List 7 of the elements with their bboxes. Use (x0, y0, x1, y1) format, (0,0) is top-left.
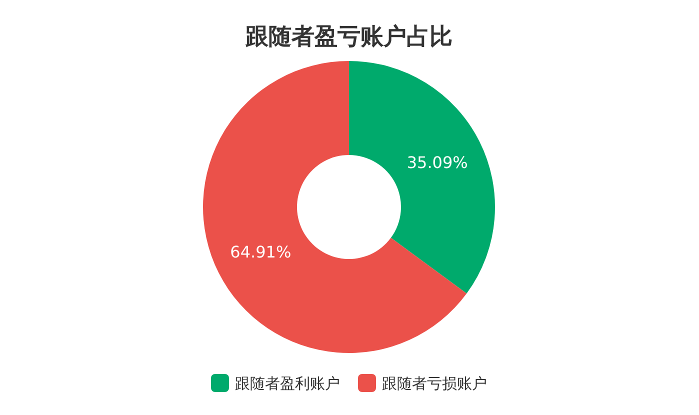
data-label: 64.91% (230, 242, 292, 262)
donut-slice (349, 61, 495, 294)
donut-slice (203, 61, 467, 353)
legend-label: 跟随者盈利账户 (235, 374, 340, 392)
legend-label: 跟随者亏损账户 (382, 374, 487, 392)
chart-title: 跟随者盈亏账户占比 (244, 23, 452, 50)
data-label: 35.09% (406, 152, 468, 172)
